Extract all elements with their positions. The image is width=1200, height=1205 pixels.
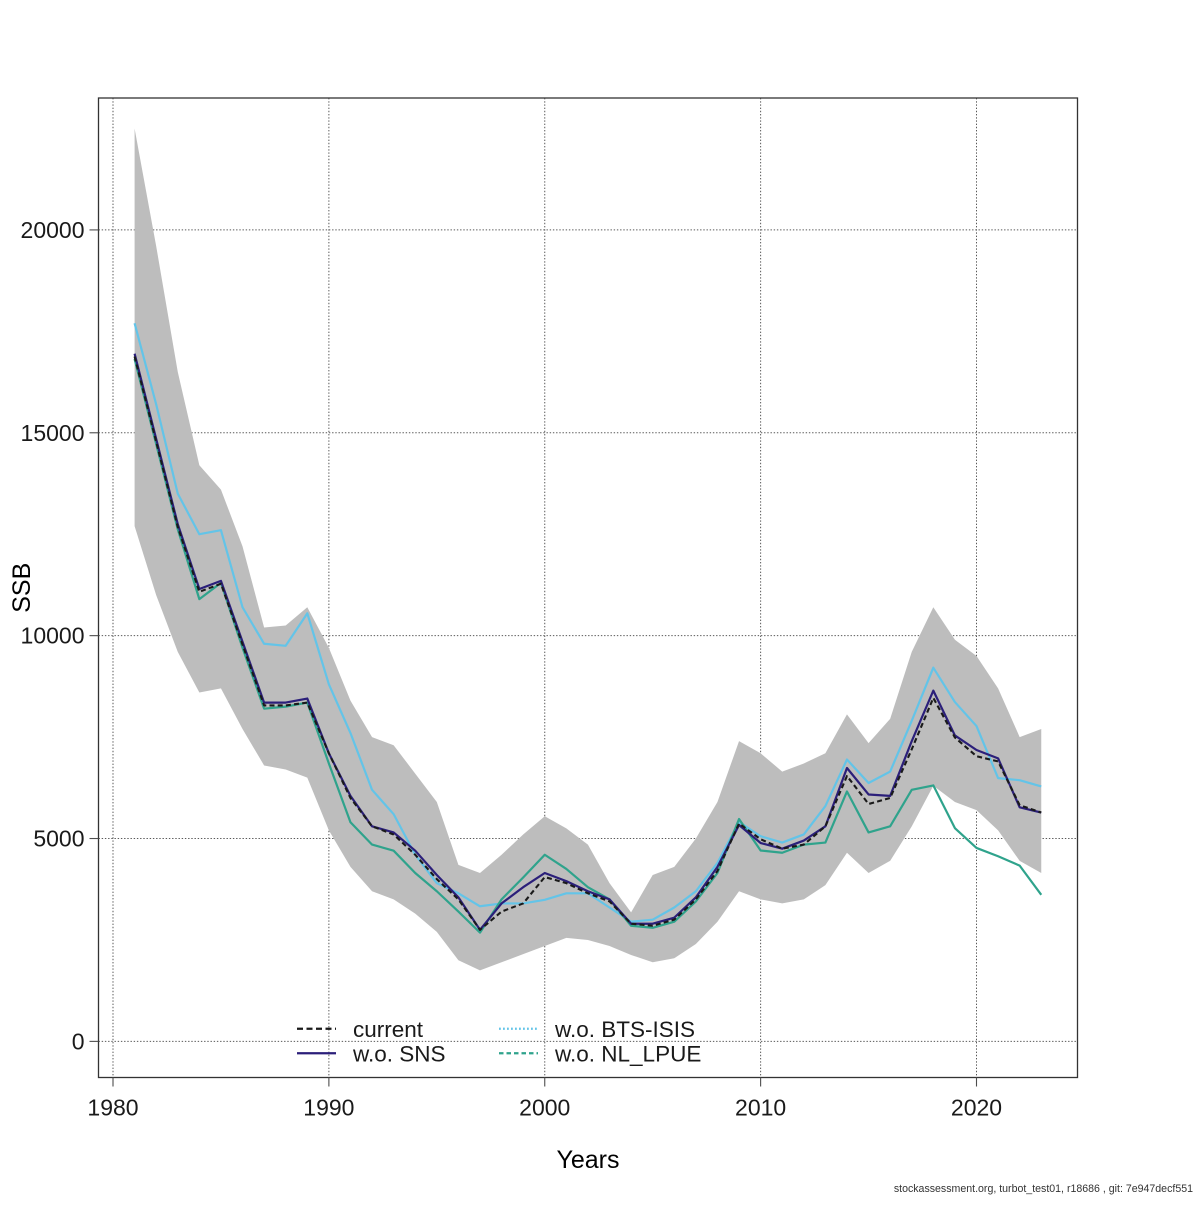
svg-text:2010: 2010	[735, 1095, 786, 1121]
svg-text:1990: 1990	[303, 1095, 354, 1121]
svg-text:w.o. BTS-ISIS: w.o. BTS-ISIS	[554, 1017, 695, 1042]
svg-text:20000: 20000	[21, 217, 85, 243]
svg-text:5000: 5000	[33, 826, 84, 852]
svg-text:2000: 2000	[519, 1095, 570, 1121]
svg-text:0: 0	[72, 1028, 85, 1054]
svg-text:SSB: SSB	[8, 563, 36, 613]
svg-text:10000: 10000	[21, 623, 85, 649]
svg-text:stockassessment.org, turbot_te: stockassessment.org, turbot_test01, r186…	[894, 1183, 1193, 1195]
svg-text:Years: Years	[556, 1146, 619, 1174]
svg-text:current: current	[353, 1017, 424, 1042]
svg-text:15000: 15000	[21, 420, 85, 446]
svg-text:w.o. SNS: w.o. SNS	[352, 1042, 446, 1067]
svg-text:2020: 2020	[951, 1095, 1002, 1121]
svg-text:w.o. NL_LPUE: w.o. NL_LPUE	[554, 1042, 701, 1067]
svg-text:1980: 1980	[87, 1095, 138, 1121]
